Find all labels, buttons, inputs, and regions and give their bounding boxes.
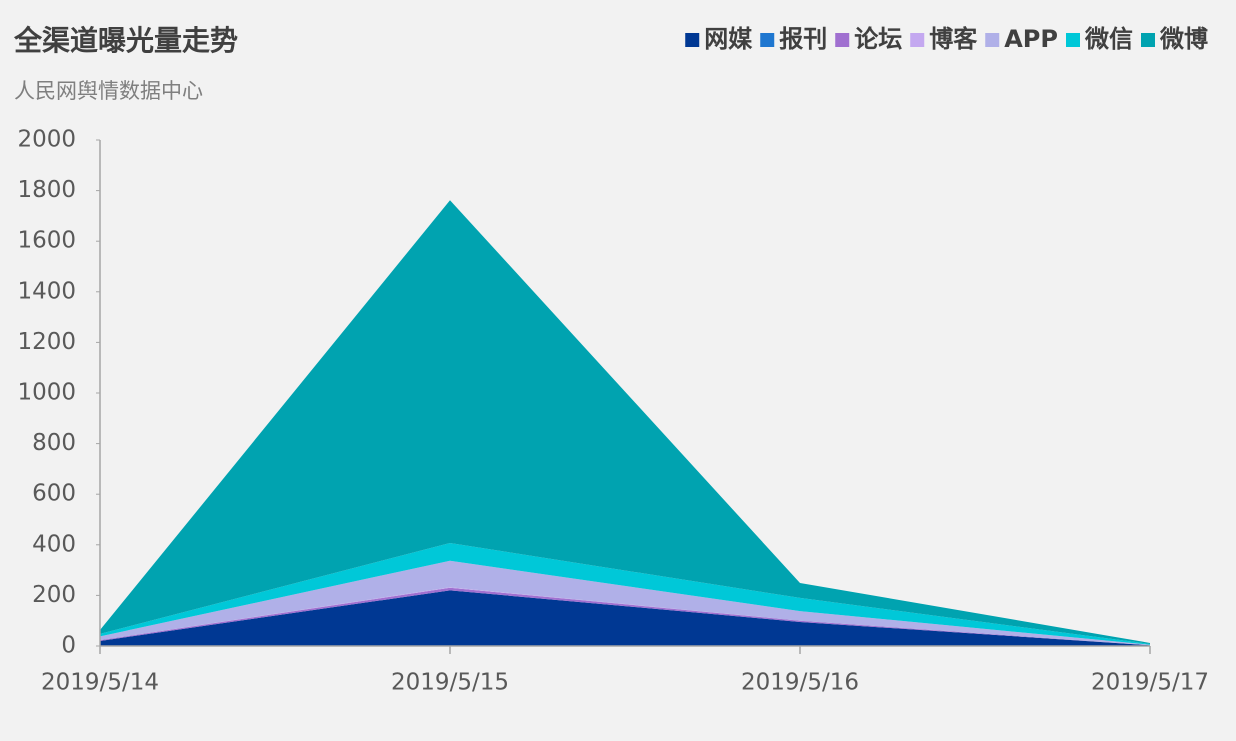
- y-tick-label: 1000: [17, 380, 76, 406]
- x-tick-label: 2019/5/15: [391, 670, 509, 696]
- y-tick-label: 600: [32, 481, 76, 507]
- x-tick-label: 2019/5/17: [1091, 670, 1209, 696]
- legend-label: 微博: [1159, 25, 1208, 53]
- y-tick-label: 1800: [17, 177, 76, 203]
- legend-label: APP: [1004, 25, 1058, 53]
- area: [100, 200, 1150, 644]
- legend-label: 报刊: [779, 25, 827, 53]
- y-tick-label: 0: [61, 633, 76, 659]
- area: [100, 587, 1150, 646]
- legend-swatch: [1066, 33, 1080, 47]
- area: [100, 543, 1150, 645]
- x-tick-label: 2019/5/16: [741, 670, 859, 696]
- legend-swatch: [760, 33, 775, 47]
- chart-subtitle: 人民网舆情数据中心: [14, 79, 203, 103]
- y-tick-label: 200: [32, 582, 76, 608]
- x-tick-label: 2019/5/14: [41, 670, 159, 696]
- y-tick-label: 800: [32, 430, 76, 456]
- legend-label: 论坛: [854, 25, 902, 53]
- legend-swatch: [685, 33, 700, 47]
- y-tick-label: 1400: [17, 278, 76, 304]
- y-tick-label: 1200: [17, 329, 76, 355]
- y-tick-label: 2000: [17, 127, 76, 153]
- y-tick-label: 1600: [17, 228, 76, 254]
- area: [100, 560, 1150, 646]
- legend-label: 网媒: [704, 25, 753, 53]
- legend-swatch: [910, 33, 925, 47]
- legend-label: 微信: [1084, 25, 1133, 53]
- legend-swatch: [835, 33, 850, 47]
- chart-title: 全渠道曝光量走势: [13, 24, 238, 57]
- area: [100, 590, 1150, 646]
- legend-label: 博客: [929, 25, 978, 53]
- legend-swatch: [1141, 33, 1155, 47]
- y-tick-label: 400: [32, 531, 76, 557]
- legend-swatch: [985, 33, 1000, 47]
